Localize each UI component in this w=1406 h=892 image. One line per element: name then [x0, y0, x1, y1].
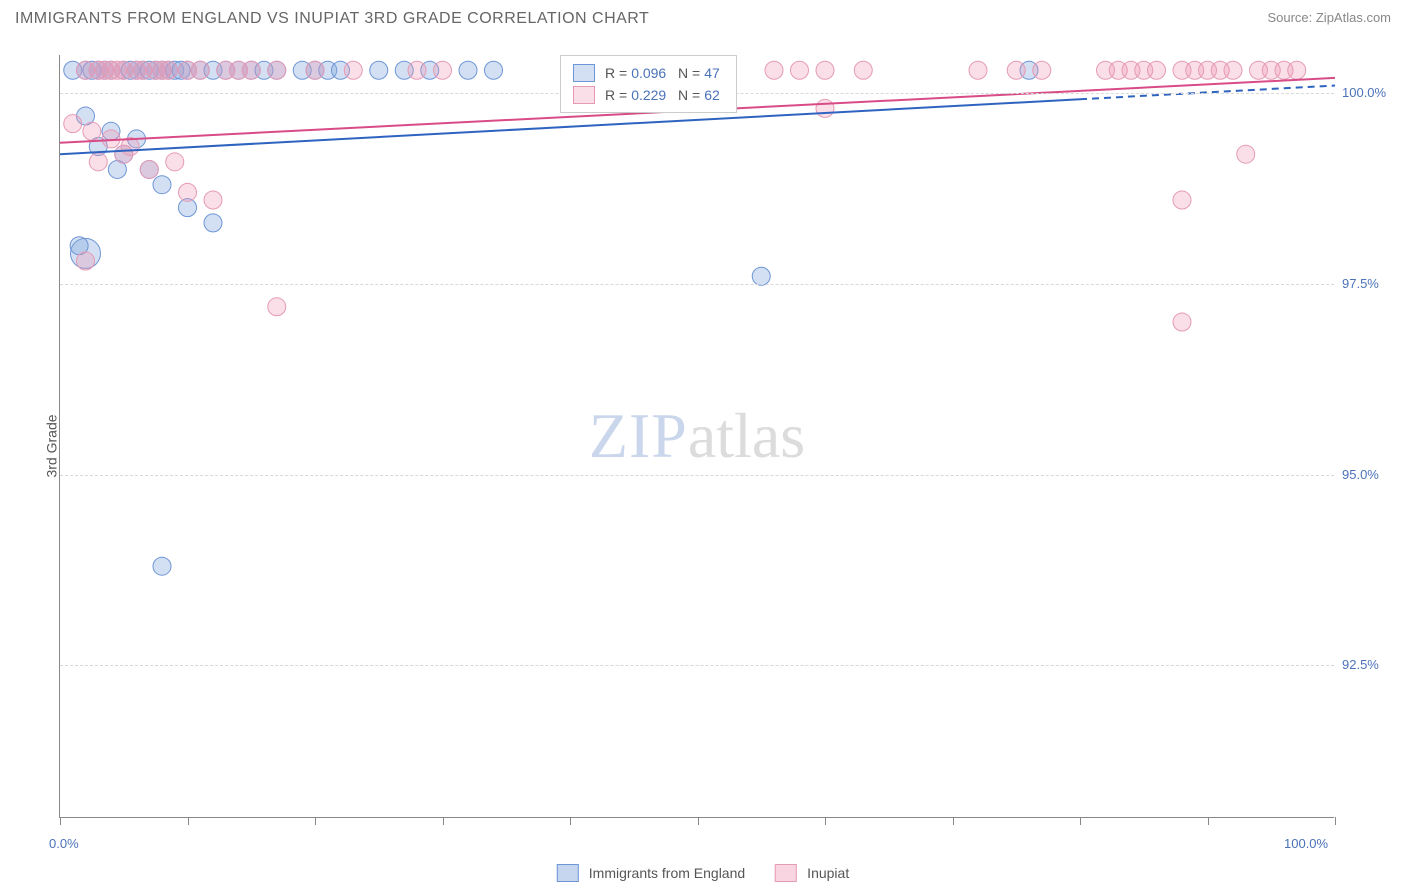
x-tick: [1080, 817, 1081, 825]
scatter-point: [191, 61, 209, 79]
scatter-point: [969, 61, 987, 79]
scatter-point: [306, 61, 324, 79]
legend-n-label: N =: [670, 87, 700, 103]
scatter-point: [166, 153, 184, 171]
source-label: Source: ZipAtlas.com: [1267, 10, 1391, 25]
chart-svg: [60, 55, 1335, 818]
scatter-point: [1173, 313, 1191, 331]
scatter-point: [1148, 61, 1166, 79]
chart-title: IMMIGRANTS FROM ENGLAND VS INUPIAT 3RD G…: [15, 10, 649, 28]
scatter-point: [816, 99, 834, 117]
x-tick: [188, 817, 189, 825]
legend-r-label: R =: [605, 87, 627, 103]
bottom-legend-item: Inupiat: [775, 864, 849, 882]
x-tick: [60, 817, 61, 825]
scatter-point: [791, 61, 809, 79]
stats-legend: R = 0.096 N = 47R = 0.229 N = 62: [560, 55, 737, 113]
stats-legend-row: R = 0.096 N = 47: [573, 62, 724, 84]
x-tick: [698, 817, 699, 825]
y-tick-label: 100.0%: [1342, 85, 1386, 100]
legend-swatch: [573, 64, 595, 82]
stats-legend-row: R = 0.229 N = 62: [573, 84, 724, 106]
scatter-point: [485, 61, 503, 79]
legend-r-label: R =: [605, 65, 627, 81]
scatter-point: [459, 61, 477, 79]
scatter-point: [1033, 61, 1051, 79]
bottom-legend-label: Inupiat: [807, 865, 849, 881]
y-tick-label: 92.5%: [1342, 657, 1379, 672]
x-tick: [825, 817, 826, 825]
legend-n-value: 47: [704, 65, 720, 81]
bottom-legend: Immigrants from England Inupiat: [557, 864, 849, 882]
x-tick: [315, 817, 316, 825]
scatter-point: [1007, 61, 1025, 79]
scatter-point: [1237, 145, 1255, 163]
x-tick: [1335, 817, 1336, 825]
scatter-point: [434, 61, 452, 79]
x-tick-label: 0.0%: [49, 836, 79, 851]
x-tick: [443, 817, 444, 825]
grid-line: [60, 475, 1334, 476]
scatter-point: [242, 61, 260, 79]
legend-swatch: [557, 864, 579, 882]
scatter-point: [752, 267, 770, 285]
scatter-point: [179, 183, 197, 201]
legend-swatch: [573, 86, 595, 104]
scatter-point: [83, 122, 101, 140]
scatter-point: [64, 115, 82, 133]
scatter-point: [1224, 61, 1242, 79]
scatter-point: [344, 61, 362, 79]
grid-line: [60, 284, 1334, 285]
bottom-legend-label: Immigrants from England: [589, 865, 745, 881]
y-axis-label: 3rd Grade: [44, 414, 60, 477]
scatter-point: [77, 252, 95, 270]
grid-line: [60, 665, 1334, 666]
scatter-point: [816, 61, 834, 79]
x-tick: [953, 817, 954, 825]
legend-n-label: N =: [670, 65, 700, 81]
legend-r-value: 0.229: [631, 87, 666, 103]
y-tick-label: 95.0%: [1342, 467, 1379, 482]
legend-r-value: 0.096: [631, 65, 666, 81]
scatter-point: [854, 61, 872, 79]
x-tick-label: 100.0%: [1284, 836, 1328, 851]
scatter-point: [370, 61, 388, 79]
scatter-point: [140, 160, 158, 178]
plot-area: ZIPatlas: [59, 55, 1334, 818]
scatter-point: [204, 214, 222, 232]
bottom-legend-item: Immigrants from England: [557, 864, 745, 882]
y-tick-label: 97.5%: [1342, 276, 1379, 291]
scatter-point: [765, 61, 783, 79]
scatter-point: [204, 191, 222, 209]
scatter-point: [1173, 191, 1191, 209]
legend-swatch: [775, 864, 797, 882]
scatter-point: [153, 176, 171, 194]
x-tick: [1208, 817, 1209, 825]
scatter-point: [89, 153, 107, 171]
scatter-point: [268, 61, 286, 79]
scatter-point: [408, 61, 426, 79]
scatter-point: [153, 557, 171, 575]
legend-n-value: 62: [704, 87, 720, 103]
scatter-point: [159, 61, 177, 79]
scatter-point: [1288, 61, 1306, 79]
x-tick: [570, 817, 571, 825]
chart-container: IMMIGRANTS FROM ENGLAND VS INUPIAT 3RD G…: [0, 0, 1406, 892]
scatter-point: [268, 298, 286, 316]
